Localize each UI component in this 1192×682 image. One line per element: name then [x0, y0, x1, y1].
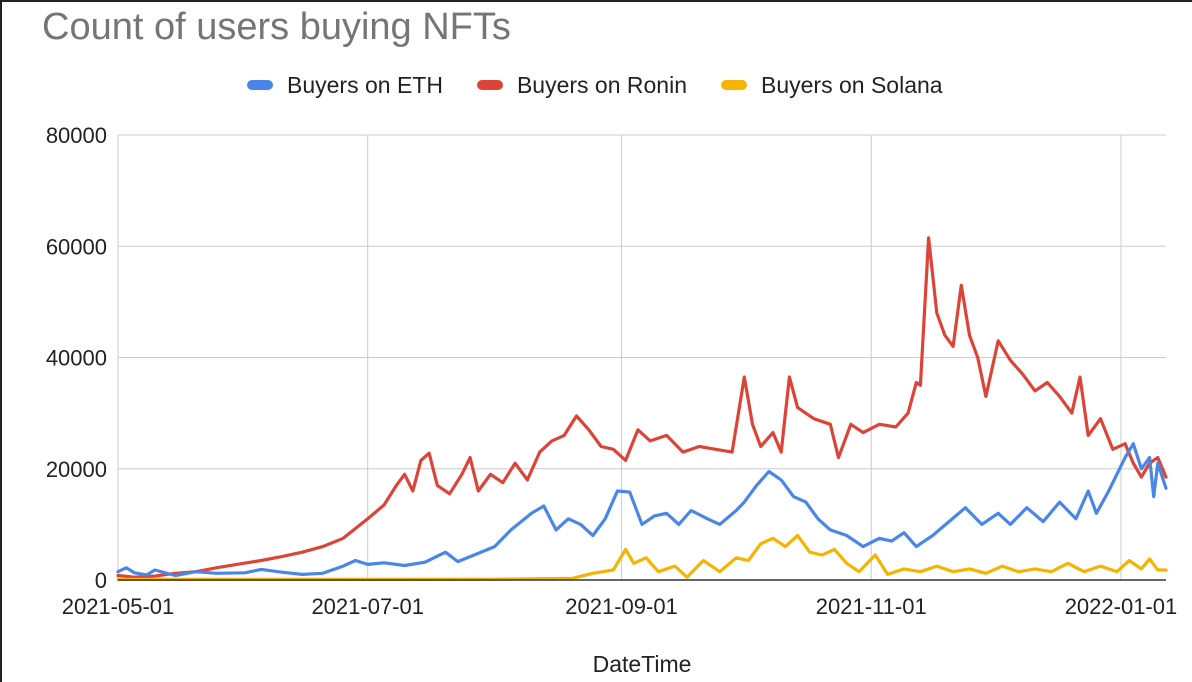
legend-label-ronin: Buyers on Ronin [516, 71, 687, 98]
x-tick-label: 2021-09-01 [565, 594, 678, 619]
series-lines [116, 236, 1168, 581]
x-tick-label: 2021-11-01 [816, 594, 927, 619]
y-tick-label: 60000 [46, 234, 107, 259]
x-tick-label: 2022-01-01 [1065, 594, 1178, 619]
y-tick-label: 0 [95, 568, 107, 593]
series-line-buyers-on-eth[interactable] [116, 442, 1168, 578]
gridlines [117, 134, 1166, 580]
legend-swatch-ronin [476, 80, 503, 90]
y-tick-label: 40000 [46, 346, 107, 371]
legend-label-solana: Buyers on Solana [761, 71, 943, 98]
legend-swatch-solana [721, 80, 747, 90]
series-line-buyers-on-ronin[interactable] [116, 236, 1168, 579]
x-tick-label: 2021-07-01 [311, 594, 424, 619]
legend-item-ronin[interactable]: Buyers on Ronin [476, 71, 687, 99]
chart-title: Count of users buying NFTs [42, 6, 511, 48]
x-axis-title: DateTime [593, 651, 692, 677]
y-tick-label: 20000 [46, 457, 107, 482]
legend-label-eth: Buyers on ETH [287, 71, 443, 98]
legend-item-solana[interactable]: Buyers on Solana [721, 72, 943, 99]
y-tick-label: 80000 [46, 123, 107, 148]
x-tick-label: 2021-05-01 [62, 594, 175, 619]
legend-swatch-eth [247, 80, 273, 90]
chart-legend: Buyers on ETH Buyers on Ronin Buyers on … [247, 72, 977, 98]
legend-item-eth[interactable]: Buyers on ETH [247, 72, 443, 99]
axes: 0 20000 40000 60000 80000 2021-05-01 2021-07-0… [46, 123, 1177, 619]
series-line-buyers-on-solana[interactable] [116, 533, 1168, 581]
